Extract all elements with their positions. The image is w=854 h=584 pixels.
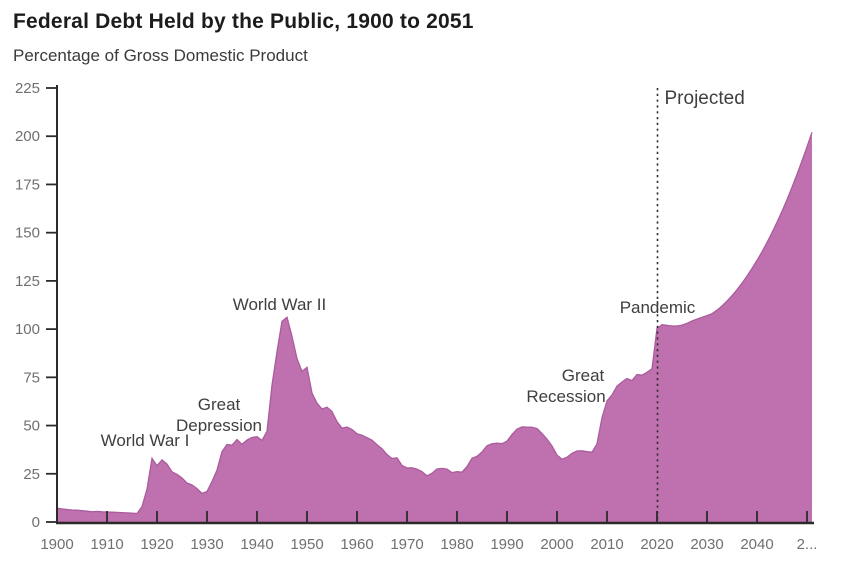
x-tick-label: 1950 [290,536,323,553]
x-tick-label: 1960 [340,536,373,553]
y-tick-label: 225 [15,80,40,97]
y-tick-label: 175 [15,176,40,193]
y-tick-label: 0 [32,514,40,531]
x-tick-label: 2... [797,536,818,553]
x-tick-label: 2010 [590,536,623,553]
axis-units-subtitle: Percentage of Gross Domestic Product [13,46,308,65]
x-tick-label: 2020 [640,536,673,553]
x-tick-label: 1990 [490,536,523,553]
annotation-great-depression: Depression [176,416,262,435]
x-tick-label: 1910 [90,536,123,553]
x-tick-label: 1920 [140,536,173,553]
y-tick-label: 75 [23,369,40,386]
y-tick-label: 25 [23,466,40,483]
y-tick-label: 200 [15,128,40,145]
annotation-world-war-2: World War II [233,295,327,314]
page-title: Federal Debt Held by the Public, 1900 to… [13,10,474,33]
area-series-edge [56,132,813,515]
x-tick-label: 1980 [440,536,473,553]
annotation-pandemic: Pandemic [620,298,696,317]
area-series [57,132,812,522]
annotation-great-depression: Great [198,395,241,414]
y-tick-label: 150 [15,225,40,242]
y-tick-label: 125 [15,273,40,290]
x-tick-label: 1900 [40,536,73,553]
x-tick-label: 1930 [190,536,223,553]
annotation-great-recession: Great [562,366,605,385]
annotation-great-recession: Recession [526,387,605,406]
x-tick-label: 2030 [690,536,723,553]
annotation-world-war-1: World War I [101,431,190,450]
x-tick-label: 2000 [540,536,573,553]
x-tick-label: 2040 [740,536,773,553]
y-tick-label: 50 [23,418,40,435]
x-tick-label: 1940 [240,536,273,553]
x-tick-label: 1970 [390,536,423,553]
y-tick-label: 100 [15,321,40,338]
annotation-projected: Projected [665,88,745,109]
